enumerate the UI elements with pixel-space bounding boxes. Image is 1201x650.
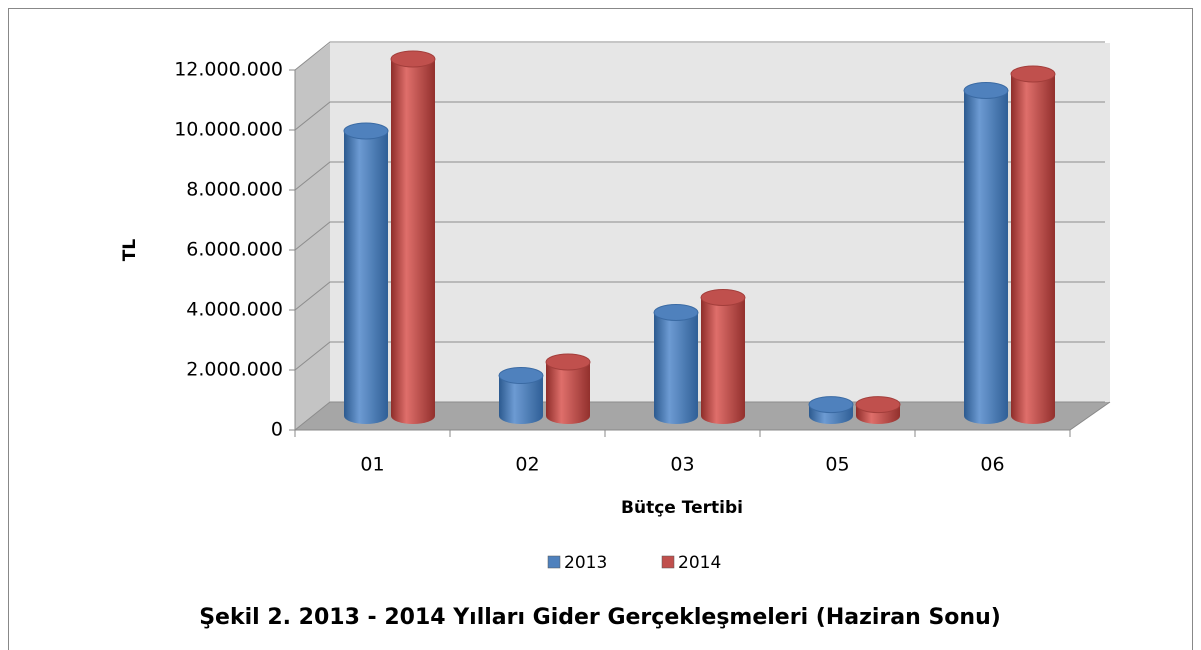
x-tick-label: 01 <box>360 454 384 476</box>
cylinder-top <box>343 122 389 140</box>
cylinder <box>545 353 591 424</box>
cylinder <box>808 396 854 424</box>
x-axis-label: Bütçe Tertibi <box>621 498 743 518</box>
cylinder-body <box>546 362 590 424</box>
legend-label: 2014 <box>678 553 721 573</box>
grid-line <box>294 341 1105 371</box>
cylinder <box>1010 65 1056 424</box>
grid-line <box>294 221 1105 251</box>
x-tick-label: 05 <box>825 454 849 476</box>
x-tick-label: 06 <box>980 454 1004 476</box>
cylinder-body <box>964 90 1008 424</box>
cylinder-top <box>700 289 746 306</box>
x-tick-label: 02 <box>515 454 539 476</box>
grid-line <box>294 101 1105 131</box>
legend-swatch <box>547 555 561 569</box>
cylinder-top <box>855 396 901 414</box>
cylinder <box>653 304 699 424</box>
cylinder-body <box>701 297 745 424</box>
y-axis-label: TL <box>120 239 140 262</box>
y-tick-label: 2.000.000 <box>186 359 283 381</box>
cylinder-top <box>1010 65 1056 83</box>
cylinder <box>498 367 544 424</box>
legend-swatch <box>661 555 675 569</box>
grid-line <box>294 281 1105 311</box>
floor-edge <box>1069 401 1111 431</box>
grid-line <box>294 161 1105 191</box>
cylinder <box>390 50 436 424</box>
y-tick-label: 10.000.000 <box>174 119 283 141</box>
cylinder-body <box>654 312 698 424</box>
cylinder-top <box>390 50 436 68</box>
cylinder-top <box>498 367 544 384</box>
y-tick-label: 12.000.000 <box>174 59 283 81</box>
y-tick-label: 8.000.000 <box>186 179 283 201</box>
bars <box>343 50 1056 424</box>
cylinder-top <box>545 353 591 371</box>
cylinder-top <box>963 82 1009 99</box>
cylinder-top <box>808 396 854 414</box>
cylinder <box>700 289 746 424</box>
cylinder-body <box>391 59 435 424</box>
cylinder-body <box>1011 74 1055 424</box>
chart-title: Şekil 2. 2013 - 2014 Yılları Gider Gerçe… <box>199 605 1001 630</box>
x-tick-label: 03 <box>670 454 694 476</box>
grid-line <box>294 41 1105 71</box>
y-tick-label: 0 <box>271 419 283 441</box>
cylinder <box>343 122 389 424</box>
cylinder <box>963 82 1009 424</box>
y-tick-label: 6.000.000 <box>186 239 283 261</box>
cylinder <box>855 396 901 424</box>
cylinder-top <box>653 304 699 321</box>
cylinder-body <box>499 375 543 424</box>
legend-label: 2013 <box>564 553 607 573</box>
cylinder-body <box>344 131 388 424</box>
y-tick-label: 4.000.000 <box>186 299 283 321</box>
